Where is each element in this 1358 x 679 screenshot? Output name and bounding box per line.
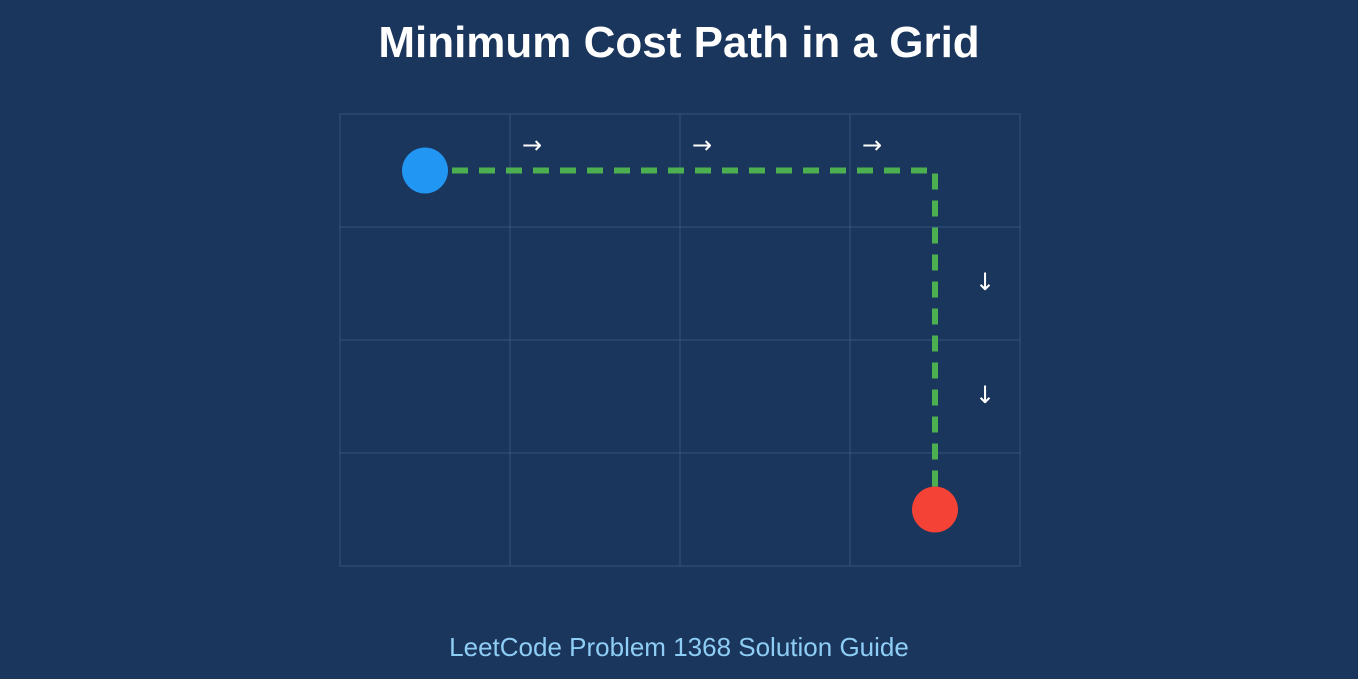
start-node xyxy=(402,147,448,194)
arrow-down-4: ↓ xyxy=(975,381,995,409)
grid-cell-r2-c2 xyxy=(679,339,851,454)
min-cost-path xyxy=(425,167,938,510)
page-subtitle: LeetCode Problem 1368 Solution Guide xyxy=(449,632,909,662)
arrow-down-3: ↓ xyxy=(975,268,995,296)
grid-cell-r1-c0 xyxy=(339,226,511,341)
grid-cell-r2-c1 xyxy=(509,339,681,454)
grid-cell-r1-c1 xyxy=(509,226,681,341)
grid xyxy=(339,113,1021,567)
grid-cell-r3-c0 xyxy=(339,452,511,567)
arrow-right-0: → xyxy=(522,131,542,159)
direction-arrows: → → → ↓ ↓ xyxy=(522,131,995,409)
end-node xyxy=(912,486,958,533)
arrow-right-2: → xyxy=(862,131,882,159)
endpoint-markers xyxy=(402,147,958,533)
grid-cell-r3-c2 xyxy=(679,452,851,567)
path-line xyxy=(425,167,938,510)
grid-cell-r2-c0 xyxy=(339,339,511,454)
page-title: Minimum Cost Path in a Grid xyxy=(378,18,979,67)
arrow-right-1: → xyxy=(692,131,712,159)
grid-cell-r3-c1 xyxy=(509,452,681,567)
grid-cell-r1-c2 xyxy=(679,226,851,341)
